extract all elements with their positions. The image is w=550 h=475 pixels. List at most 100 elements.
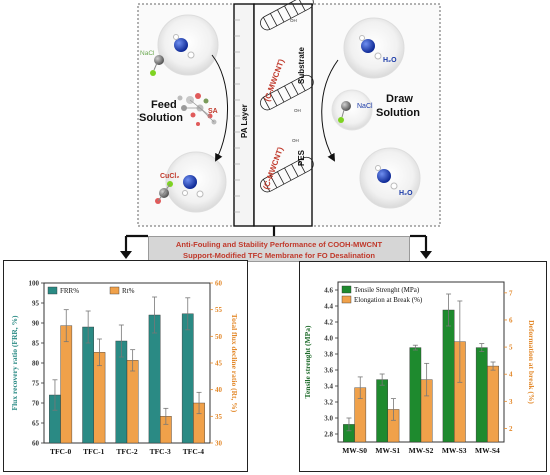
y-tick-label: 100 bbox=[29, 280, 40, 288]
summary-banner: Anti-Fouling and Stability Performance o… bbox=[148, 236, 410, 262]
y2-axis-label: Deformation at break (%) bbox=[527, 320, 536, 404]
y-tick-label: 60 bbox=[32, 440, 40, 448]
y2-tick-label: 4 bbox=[509, 371, 513, 379]
y-tick-label: 4.4 bbox=[324, 303, 333, 311]
y2-tick-label: 2 bbox=[509, 425, 513, 433]
y2-tick-label: 40 bbox=[215, 386, 223, 394]
nacl-label-left: NaCl bbox=[140, 50, 155, 57]
x-tick-label: TFC-0 bbox=[50, 447, 71, 456]
feed-flow-arrow bbox=[211, 54, 229, 162]
legend-swatch bbox=[341, 285, 352, 294]
y2-tick-label: 45 bbox=[215, 360, 223, 368]
nacl-grey-atom bbox=[154, 55, 164, 65]
y-tick-label: 80 bbox=[32, 360, 40, 368]
substrate-label: Substrate bbox=[297, 47, 306, 84]
feed-label-line2: Solution bbox=[139, 112, 183, 124]
y-tick-label: 3.2 bbox=[324, 399, 333, 407]
h2o-label-top: H₂O bbox=[383, 57, 397, 64]
bar bbox=[475, 347, 488, 443]
y2-tick-label: 55 bbox=[215, 306, 223, 314]
bar bbox=[60, 325, 73, 444]
water-oxygen-atom bbox=[174, 38, 188, 52]
pa-layer-label: PA Layer bbox=[240, 104, 249, 138]
y-tick-label: 70 bbox=[32, 400, 40, 408]
h2o-label-bottom: H₂O bbox=[399, 190, 413, 197]
bar bbox=[442, 309, 455, 443]
draw-label-line2: Solution bbox=[376, 107, 420, 119]
y2-tick-label: 6 bbox=[509, 316, 513, 324]
x-tick-label: MW-S2 bbox=[409, 446, 434, 455]
x-tick-label: MW-S1 bbox=[375, 446, 400, 455]
oh-label-2: OH bbox=[294, 108, 301, 113]
legend-label: FRR% bbox=[60, 287, 79, 295]
y2-tick-label: 3 bbox=[509, 398, 513, 406]
y-tick-label: 3.0 bbox=[324, 415, 333, 423]
draw-flow-arrow bbox=[321, 59, 339, 162]
y2-tick-label: 60 bbox=[215, 280, 223, 288]
x-tick-label: MW-S4 bbox=[475, 446, 500, 455]
legend-label: Elongation at Break (%) bbox=[354, 296, 423, 304]
oh-label-1: OH bbox=[290, 18, 297, 23]
y-tick-label: 3.6 bbox=[324, 367, 333, 375]
y-axis-label: Tensile strenght (MPa) bbox=[303, 325, 312, 398]
y2-tick-label: 5 bbox=[509, 344, 513, 352]
pes-label: PES bbox=[297, 149, 306, 166]
banner-line1: Anti-Fouling and Stability Performance o… bbox=[175, 240, 383, 249]
banner-line2: Support-Modified TFC Membrane for FO Des… bbox=[183, 251, 375, 260]
legend-label: Rt% bbox=[122, 287, 135, 295]
y-tick-label: 95 bbox=[32, 300, 40, 308]
draw-molecules bbox=[321, 17, 421, 209]
legend-label: Tensile Strenght (MPa) bbox=[354, 286, 420, 294]
nacl-label-right: NaCl bbox=[357, 103, 373, 110]
pa-layer-ticks bbox=[234, 19, 240, 213]
nacl-green-atom bbox=[150, 70, 156, 76]
legend-swatch bbox=[109, 286, 120, 295]
cucl2-molecule-icon bbox=[155, 181, 173, 204]
y2-tick-label: 30 bbox=[215, 440, 223, 448]
y-tick-label: 90 bbox=[32, 320, 40, 328]
arrow-head-right bbox=[420, 251, 432, 259]
oh-label-3: OH bbox=[292, 138, 299, 143]
sa-molecule-icon bbox=[177, 93, 217, 126]
x-tick-label: TFC-2 bbox=[116, 447, 137, 456]
feed-label-line1: Feed bbox=[151, 99, 177, 111]
arrow-head-left bbox=[120, 251, 132, 259]
x-tick-label: TFC-3 bbox=[150, 447, 171, 456]
y-tick-label: 4.2 bbox=[324, 319, 333, 327]
legend-swatch bbox=[341, 295, 352, 304]
bar bbox=[487, 365, 499, 443]
x-tick-label: TFC-1 bbox=[83, 447, 104, 456]
y-tick-label: 2.8 bbox=[324, 431, 333, 439]
y-tick-label: 4.6 bbox=[324, 287, 333, 295]
bar bbox=[148, 314, 161, 444]
sa-label: SA bbox=[208, 108, 218, 115]
mwcnt-tubes bbox=[260, 0, 314, 193]
frr-rt-bar-chart: 60 65 70 75 80 85 90 95 100 30 35 40 45 50 55 60 Flux re… bbox=[10, 280, 239, 457]
substrate-layer bbox=[253, 3, 313, 227]
feed-molecules bbox=[150, 14, 229, 213]
frr-chart-panel: 60 65 70 75 80 85 90 95 100 30 35 40 45 50 55 60 Flux re… bbox=[3, 260, 248, 472]
bar bbox=[126, 360, 139, 444]
y2-tick-label: 7 bbox=[509, 289, 513, 297]
bar bbox=[409, 347, 422, 443]
tensile-elongation-bar-chart: 2.8 3.0 3.2 3.4 3.6 3.8 4.0 4.2 4.4 4.6 2 3 4 5 6 7 Tens… bbox=[303, 281, 536, 455]
y-tick-label: 3.8 bbox=[324, 351, 333, 359]
x-tick-label: MW-S3 bbox=[442, 446, 467, 455]
y2-tick-label: 35 bbox=[215, 413, 223, 421]
y-tick-label: 75 bbox=[32, 380, 40, 388]
y-axis-label: Flux recovery ratio (FRR, %) bbox=[10, 315, 19, 411]
nacl-bubble-right bbox=[331, 89, 373, 131]
bar bbox=[82, 326, 95, 444]
connector-arrows bbox=[124, 226, 428, 253]
draw-label-line1: Draw bbox=[386, 93, 413, 105]
legend-swatch bbox=[47, 286, 58, 295]
y-tick-label: 85 bbox=[32, 340, 40, 348]
y-tick-label: 4.0 bbox=[324, 335, 333, 343]
y-tick-label: 3.4 bbox=[324, 383, 333, 391]
x-tick-label: MW-S0 bbox=[342, 446, 367, 455]
y2-tick-label: 50 bbox=[215, 333, 223, 341]
y-tick-label: 65 bbox=[32, 420, 40, 428]
x-tick-label: TFC-4 bbox=[183, 447, 204, 456]
bar bbox=[376, 379, 389, 443]
y2-axis-label: Total flux decline ratio (Rt, %) bbox=[230, 314, 239, 413]
